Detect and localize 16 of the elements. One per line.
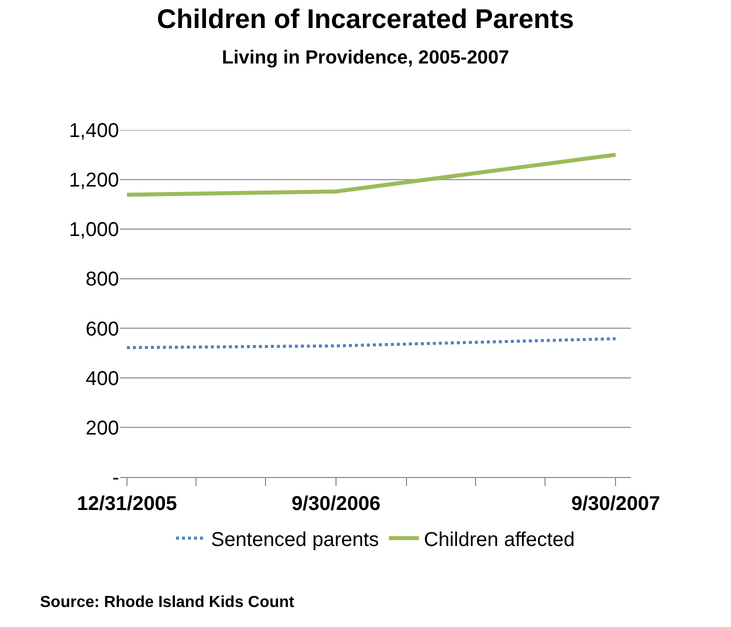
y-tick-label: 400 [86,368,119,390]
y-tick-label: 200 [86,417,119,440]
x-tick-label: 9/30/2006 [292,493,381,515]
legend-label: Sentenced parents [211,528,379,551]
source-note: Source: Rhode Island Kids Count [40,594,295,611]
y-tick-label: 1,000 [68,219,119,242]
legend-label: Children affected [424,528,575,551]
y-tick-label: 800 [86,268,119,291]
x-tick-label: 12/31/2005 [76,493,177,515]
y-tick-label: 1,400 [68,120,119,142]
chart-subtitle: Living in Providence, 2005-2007 [222,47,510,68]
chart-title: Children of Incarcerated Parents [156,4,574,34]
x-tick-label: 9/30/2007 [571,493,660,515]
y-tick-label: 1,200 [68,170,119,192]
y-tick-label: - [112,467,119,489]
y-tick-label: 600 [86,318,119,340]
